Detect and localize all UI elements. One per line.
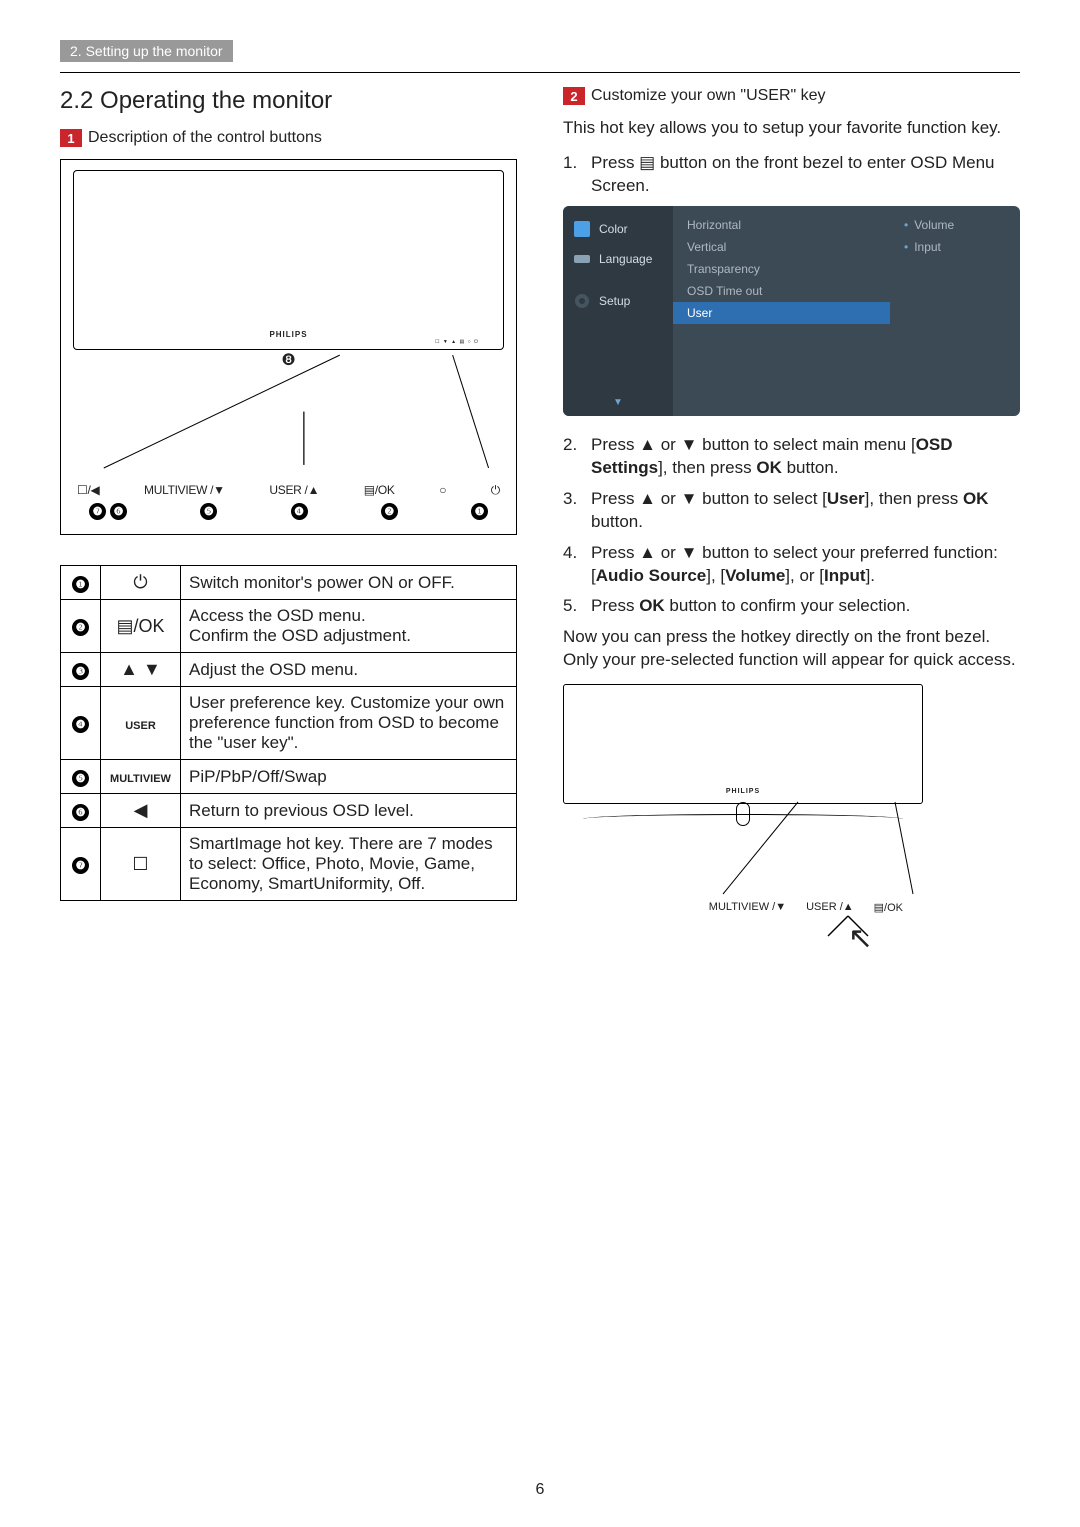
button-icon: MULTIVIEW (101, 760, 181, 794)
num-badge: 1 (60, 129, 82, 147)
button-desc: Adjust the OSD menu. (181, 653, 517, 687)
osd-item-label: Setup (599, 294, 630, 308)
callout-num: ❹ (72, 716, 89, 733)
step: Press ▲ or ▼ button to select your prefe… (563, 542, 1020, 588)
callout-num: ❸ (72, 663, 89, 680)
page-number: 6 (536, 1481, 545, 1499)
button-icon: ▤/OK (101, 600, 181, 653)
button-icon: ☐ (101, 828, 181, 901)
intro-text: This hot key allows you to setup your fa… (563, 117, 1020, 140)
callout-num: ❼ (72, 857, 89, 874)
table-row: ❷ ▤/OKAccess the OSD menu.Confirm the OSD… (61, 600, 517, 653)
osd-mid-row: User (673, 302, 890, 324)
monitor-outline: PHILIPS ☐ ▼ ▲ ▤ ○ ⏻ (73, 170, 504, 350)
button-desc: SmartImage hot key. There are 7 modes to… (181, 828, 517, 901)
steps-list-a: Press ▤ button on the front bezel to ent… (563, 152, 1020, 198)
ill-label: MULTIVIEW /▼ (709, 901, 786, 914)
monitor-brand: PHILIPS (78, 330, 499, 339)
step: Press ▤ button on the front bezel to ent… (563, 152, 1020, 198)
button-icon: ▲ ▼ (101, 653, 181, 687)
button-icon: ⏻ (101, 566, 181, 600)
ctrl-label: ⏻ (491, 483, 500, 498)
button-desc: Switch monitor's power ON or OFF. (181, 566, 517, 600)
button-desc: Access the OSD menu.Confirm the OSD adju… (181, 600, 517, 653)
button-table: ❶ ⏻Switch monitor's power ON or OFF. ❷ ▤/OK… (60, 565, 517, 901)
callout-num: ❻ (72, 804, 89, 821)
osd-right-row: •Input (890, 236, 1020, 258)
osd-mock: Color Language Setup ▼ HorizontalVertica… (563, 206, 1020, 416)
osd-item-language: Language (563, 244, 673, 274)
ill-label: ▤/OK (874, 901, 903, 914)
callout-num: ❷ (381, 503, 398, 520)
osd-item-label: Color (599, 222, 628, 236)
table-row: ❻ ◀Return to previous OSD level. (61, 794, 517, 828)
ctrl-label: USER /▲ (269, 483, 319, 498)
zoom-guide-lines (73, 350, 504, 524)
ctrl-label: MULTIVIEW /▼ (144, 483, 225, 498)
subsection-title: Description of the control buttons (88, 129, 322, 147)
table-row: ❹ USERUser preference key. Customize your… (61, 687, 517, 760)
ctrl-label: ○ (439, 483, 446, 498)
left-column: 2.2 Operating the monitor 1 Description … (60, 87, 517, 974)
callout-num: ❼ (89, 503, 106, 520)
osd-item-setup: Setup (563, 286, 673, 316)
osd-mid-row: Transparency (673, 258, 890, 280)
button-icon: USER (101, 687, 181, 760)
ill-labels: MULTIVIEW /▼ USER /▲ ▤/OK (709, 901, 903, 914)
button-desc: PiP/PbP/Off/Swap (181, 760, 517, 794)
osd-mid-row: Vertical (673, 236, 890, 258)
step: Press ▲ or ▼ button to select [User], th… (563, 488, 1020, 534)
callout-num: ❶ (471, 503, 488, 520)
right-column: 2 Customize your own "USER" key This hot… (563, 87, 1020, 974)
ctrl-label: ▤/OK (364, 483, 395, 498)
callout-num: ❺ (200, 503, 217, 520)
bezel-zoom: ❽ ☐/◀ MULTIVIEW /▼ USER /▲ ▤/OK ○ ⏻ ❼ ❻ … (73, 350, 504, 520)
osd-mid-row: OSD Time out (673, 280, 890, 302)
steps-list-b: Press ▲ or ▼ button to select main menu … (563, 434, 1020, 619)
table-row: ❼ ☐SmartImage hot key. There are 7 modes … (61, 828, 517, 901)
subsection-2: 2 Customize your own "USER" key (563, 87, 1020, 105)
callout-num: ❺ (72, 770, 89, 787)
ill-label: USER /▲ (806, 901, 854, 914)
control-number-row: ❼ ❻ ❺ ❹ ❷ ❶ (73, 503, 504, 520)
osd-item-label: Language (599, 252, 652, 266)
osd-mid-row: Horizontal (673, 214, 890, 236)
osd-scroll-icon: ▼ (563, 397, 673, 408)
callout-8: ❽ (281, 350, 295, 370)
table-row: ❶ ⏻Switch monitor's power ON or OFF. (61, 566, 517, 600)
subsection-1: 1 Description of the control buttons (60, 129, 517, 147)
cursor-icon: ↖ (848, 921, 873, 956)
osd-left-pane: Color Language Setup ▼ (563, 206, 673, 416)
bezel-illustration: PHILIPS MULTIVIEW /▼ USER /▲ ▤/OK ↖ (563, 684, 923, 974)
button-desc: User preference key. Customize your own … (181, 687, 517, 760)
button-desc: Return to previous OSD level. (181, 794, 517, 828)
control-strip: ☐/◀ MULTIVIEW /▼ USER /▲ ▤/OK ○ ⏻ (73, 483, 504, 498)
callout-num: ❻ (110, 503, 127, 520)
osd-right-pane: •Volume •Input (890, 206, 1020, 416)
section-title: 2.2 Operating the monitor (60, 87, 517, 115)
table-row: ❸ ▲ ▼Adjust the OSD menu. (61, 653, 517, 687)
breadcrumb: 2. Setting up the monitor (60, 40, 233, 62)
osd-right-row: •Volume (890, 214, 1020, 236)
osd-item-blank (563, 274, 673, 286)
ctrl-label: ☐/◀ (77, 483, 99, 498)
callout-num: ❷ (72, 619, 89, 636)
monitor-bezel-icons: ☐ ▼ ▲ ▤ ○ ⏻ (78, 339, 499, 345)
osd-mid-pane: HorizontalVerticalTransparencyOSD Time o… (673, 206, 890, 416)
osd-item-color: Color (563, 214, 673, 244)
step: Press OK button to confirm your selectio… (563, 595, 1020, 618)
callout-num: ❶ (72, 576, 89, 593)
button-icon: ◀ (101, 794, 181, 828)
num-badge: 2 (563, 87, 585, 105)
outro-text: Now you can press the hotkey directly on… (563, 626, 1020, 672)
table-row: ❺ MULTIVIEWPiP/PbP/Off/Swap (61, 760, 517, 794)
callout-num: ❹ (291, 503, 308, 520)
step: Press ▲ or ▼ button to select main menu … (563, 434, 1020, 480)
monitor-diagram: PHILIPS ☐ ▼ ▲ ▤ ○ ⏻ ❽ ☐/◀ MULTIVIEW /▼ U… (60, 159, 517, 535)
subsection-title: Customize your own "USER" key (591, 87, 826, 105)
